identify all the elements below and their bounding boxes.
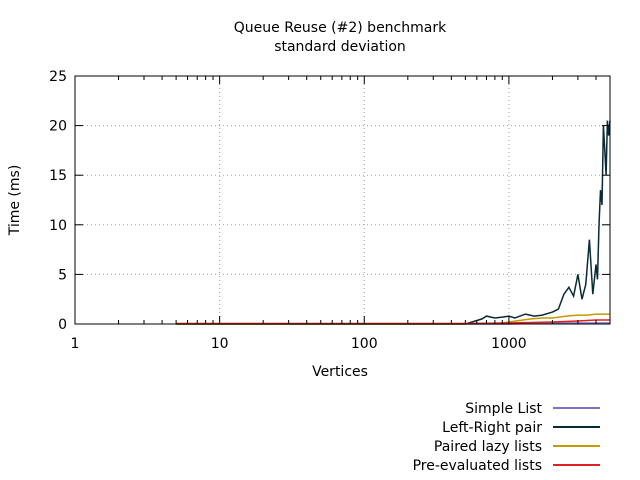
series-line-left-right-pair	[176, 120, 611, 325]
y-tick-label: 10	[49, 218, 67, 234]
y-axis-label: Time (ms)	[7, 165, 23, 237]
x-tick-label: 100	[351, 336, 378, 352]
y-tick-label: 5	[58, 267, 67, 283]
plot-series	[176, 120, 611, 325]
legend: Simple List Left-Right pair Paired lazy li…	[413, 401, 600, 474]
y-tick-label: 25	[49, 69, 67, 85]
chart-subtitle: standard deviation	[274, 39, 406, 55]
legend-label: Pre-evaluated lists	[413, 458, 542, 474]
x-tick-label: 10	[211, 336, 229, 352]
x-tick-label: 1000	[491, 336, 527, 352]
y-tick-label: 15	[49, 168, 67, 184]
chart-title: Queue Reuse (#2) benchmark	[234, 20, 447, 36]
x-tick-label: 1	[71, 336, 80, 352]
grid	[75, 76, 610, 324]
x-axis-label: Vertices	[312, 364, 368, 380]
axis-ticks: 0 5 10 15 20 25 1 10 100 1000	[49, 69, 611, 352]
legend-label: Paired lazy lists	[434, 439, 542, 455]
legend-label: Simple List	[465, 401, 542, 417]
legend-label: Left-Right pair	[442, 420, 542, 436]
y-tick-label: 0	[58, 317, 67, 333]
y-tick-label: 20	[49, 119, 67, 135]
plot-frame	[74, 75, 611, 325]
